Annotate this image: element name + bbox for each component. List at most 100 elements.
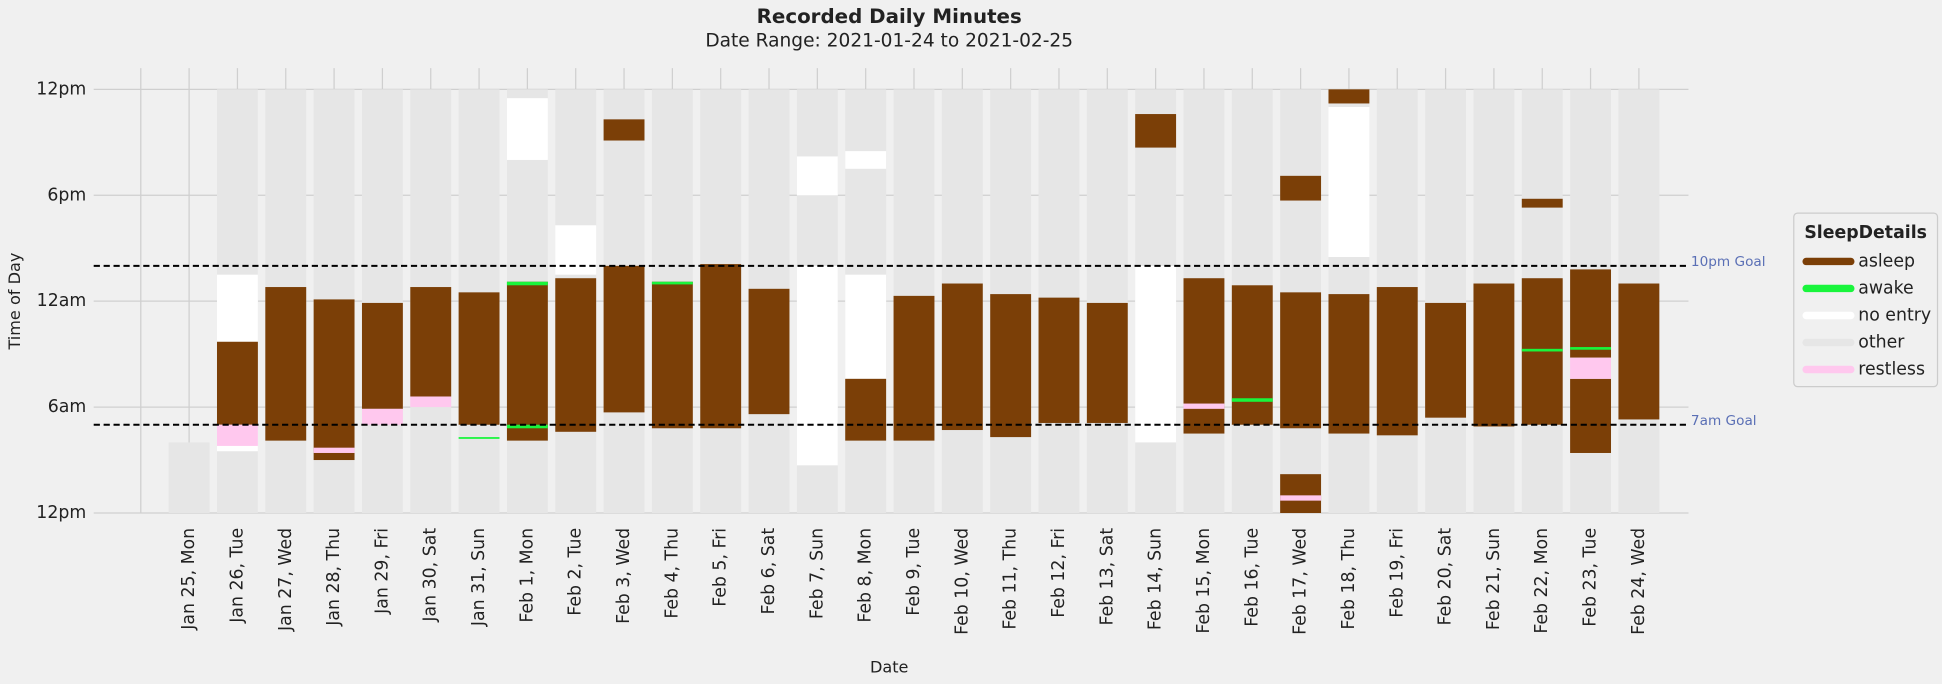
x-tick-label: Feb 1, Mon — [517, 528, 537, 623]
segment — [1231, 398, 1273, 402]
x-tick-label: Feb 5, Fri — [711, 528, 731, 607]
segment — [1183, 403, 1225, 409]
x-tick-label: Feb 21, Sun — [1484, 528, 1504, 630]
chart-title: Recorded Daily Minutes — [757, 5, 1022, 28]
segment — [216, 341, 258, 425]
segment — [1280, 495, 1322, 501]
segment — [1280, 292, 1322, 429]
segment — [1280, 175, 1322, 201]
segment — [1570, 357, 1612, 379]
segment — [1473, 283, 1515, 427]
segment — [506, 281, 548, 441]
x-tick-label: Feb 8, Mon — [856, 528, 876, 623]
x-tick-label: Feb 20, Sat — [1436, 528, 1456, 626]
segment — [361, 89, 403, 514]
y-tick-label: 6pm — [47, 185, 86, 205]
segment — [1521, 198, 1563, 208]
segment — [506, 424, 548, 429]
segment — [1425, 302, 1467, 418]
x-tick-label: Feb 16, Tue — [1242, 528, 1262, 627]
legend-label: restless — [1858, 360, 1925, 380]
segment — [796, 265, 838, 466]
segment — [361, 302, 403, 409]
segment — [603, 119, 645, 141]
segment — [845, 151, 887, 169]
segment — [168, 442, 210, 513]
segment — [506, 281, 548, 286]
plot-background — [93, 68, 1689, 514]
goal-label: 10pm Goal — [1691, 254, 1766, 270]
chart-subtitle: Date Range: 2021-01-24 to 2021-02-25 — [705, 30, 1073, 51]
segment — [1570, 269, 1612, 358]
segment — [990, 294, 1032, 438]
segment — [1570, 347, 1612, 350]
segment — [506, 98, 548, 160]
x-tick-label: Feb 24, Wed — [1629, 528, 1649, 635]
segment — [1280, 474, 1322, 513]
x-tick-label: Feb 6, Sat — [759, 528, 779, 615]
segment — [1135, 114, 1177, 148]
segment — [893, 295, 935, 441]
segment — [700, 264, 742, 429]
goal-label: 7am Goal — [1691, 413, 1757, 429]
x-tick-label: Feb 11, Thu — [1001, 528, 1021, 630]
x-tick-label: Feb 13, Sat — [1097, 528, 1117, 626]
segment — [1618, 283, 1660, 420]
segment — [1038, 297, 1080, 423]
y-tick-label: 12am — [37, 291, 87, 311]
segment — [1086, 89, 1128, 514]
segment — [216, 424, 258, 446]
x-tick-label: Jan 31, Sun — [469, 528, 489, 627]
y-axis-label: Time of Day — [5, 252, 24, 350]
x-tick-label: Feb 17, Wed — [1291, 528, 1311, 635]
y-tick-label: 6am — [48, 397, 87, 417]
legend-title: SleepDetails — [1804, 223, 1927, 243]
segment — [1328, 89, 1370, 104]
x-tick-label: Feb 14, Sun — [1146, 528, 1166, 630]
segment — [458, 292, 500, 425]
segment — [361, 408, 403, 425]
segment — [458, 437, 500, 439]
x-tick-label: Feb 4, Thu — [662, 528, 682, 619]
segment — [313, 447, 355, 453]
x-tick-label: Feb 19, Fri — [1387, 528, 1407, 618]
segment — [555, 225, 597, 275]
segment — [410, 287, 452, 397]
segment — [1135, 265, 1177, 443]
segment — [651, 281, 693, 285]
legend-label: awake — [1858, 278, 1913, 298]
x-tick-label: Jan 27, Wed — [276, 528, 296, 632]
segment — [1425, 89, 1467, 514]
x-tick-label: Jan 25, Mon — [179, 528, 199, 631]
legend: SleepDetails asleep awake no entry other res… — [1793, 212, 1939, 388]
x-tick-label: Feb 9, Tue — [904, 528, 924, 616]
segment — [748, 288, 790, 415]
segment — [941, 283, 983, 431]
segment — [265, 287, 307, 441]
segment — [651, 281, 693, 429]
x-tick-label: Jan 29, Fri — [372, 528, 392, 615]
segment — [1328, 294, 1370, 434]
x-tick-label: Feb 2, Tue — [566, 528, 586, 616]
x-tick-label: Feb 23, Tue — [1581, 528, 1601, 627]
y-tick-label: 12pm — [36, 79, 86, 99]
segment — [1328, 106, 1370, 258]
legend-label: no entry — [1858, 305, 1931, 325]
plot-area — [93, 68, 1689, 514]
segment — [1231, 285, 1273, 425]
segment — [845, 378, 887, 441]
y-tick-label: 12pm — [36, 503, 86, 523]
segment — [1570, 378, 1612, 453]
x-tick-label: Feb 3, Wed — [614, 528, 634, 624]
segment — [410, 396, 452, 408]
segment — [313, 299, 355, 461]
x-axis-label: Date — [870, 657, 909, 676]
x-tick-label: Feb 15, Mon — [1194, 528, 1214, 634]
segment — [555, 278, 597, 432]
segment — [796, 156, 838, 196]
x-tick-label: Feb 12, Fri — [1049, 528, 1069, 618]
x-tick-label: Jan 26, Tue — [227, 528, 247, 624]
x-tick-label: Feb 18, Thu — [1339, 528, 1359, 630]
